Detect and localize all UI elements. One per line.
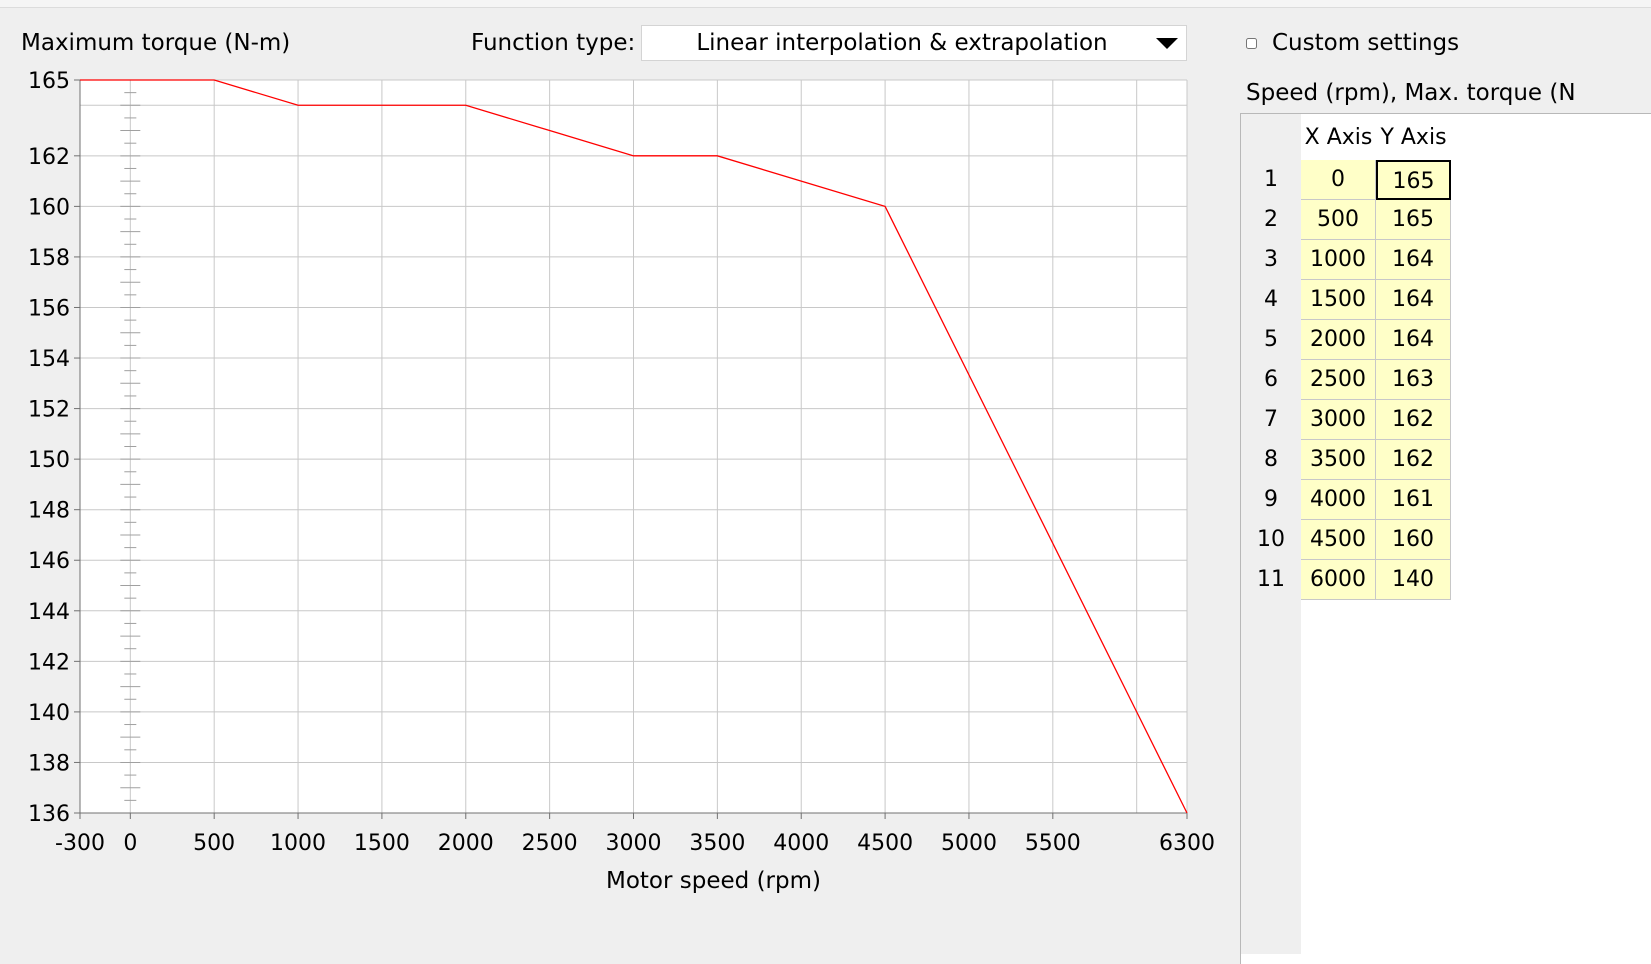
row-number: 9 [1264, 487, 1278, 512]
x-tick-label: 5000 [941, 831, 997, 856]
row-number: 3 [1264, 247, 1278, 272]
y-tick-label: 160 [28, 195, 70, 220]
y-axis-cell[interactable]: 162 [1376, 440, 1451, 480]
x-axis-title: Motor speed (rpm) [606, 868, 821, 894]
x-axis-cell[interactable]: 2500 [1301, 360, 1376, 400]
top-strip [0, 0, 1651, 8]
x-tick-label: 2500 [522, 831, 578, 856]
row-number: 4 [1264, 287, 1278, 312]
y-tick-label: 146 [28, 549, 70, 574]
custom-settings-label[interactable]: Custom settings [1272, 30, 1460, 56]
function-type-dropdown[interactable]: Linear interpolation & extrapolation [641, 25, 1187, 61]
x-axis-cell[interactable]: 1500 [1301, 280, 1376, 320]
row-number: 11 [1257, 567, 1285, 592]
y-tick-label: 144 [28, 600, 70, 625]
row-number: 8 [1264, 447, 1278, 472]
torque-curve-line [80, 79, 1188, 814]
y-axis-cell[interactable]: 164 [1376, 280, 1451, 320]
row-number: 1 [1264, 167, 1278, 192]
row-number: 10 [1257, 527, 1285, 552]
y-tick-label: 136 [28, 802, 70, 827]
y-tick-label: 156 [28, 296, 70, 321]
y-axis-cell[interactable]: 164 [1376, 240, 1451, 280]
function-type-label: Function type: [471, 30, 636, 56]
x-axis-cell[interactable]: 3000 [1301, 400, 1376, 440]
x-tick-label: 1500 [354, 831, 410, 856]
y-axis-cell[interactable]: 165 [1376, 200, 1451, 240]
x-tick-label: 0 [123, 831, 137, 856]
y-tick-label: 158 [28, 246, 70, 271]
y-axis-cell[interactable]: 140 [1376, 560, 1451, 600]
x-tick-label: 6300 [1159, 831, 1215, 856]
y-axis-cell[interactable]: 162 [1376, 400, 1451, 440]
x-tick-label: -300 [55, 831, 105, 856]
x-axis-cell[interactable]: 6000 [1301, 560, 1376, 600]
x-tick-label: 500 [193, 831, 235, 856]
x-axis-cell[interactable]: 3500 [1301, 440, 1376, 480]
y-tick-label: 148 [28, 499, 70, 524]
function-type-value: Linear interpolation & extrapolation [696, 30, 1108, 56]
x-axis-column-header[interactable]: X Axis [1304, 125, 1373, 150]
y-axis-cell[interactable]: 161 [1376, 480, 1451, 520]
y-axis-cell[interactable]: 165 [1376, 160, 1451, 200]
x-tick-label: 4500 [857, 831, 913, 856]
y-tick-label: 152 [28, 398, 70, 423]
y-tick-label: 140 [28, 701, 70, 726]
y-tick-label: 138 [28, 751, 70, 776]
x-tick-label: 5500 [1025, 831, 1081, 856]
custom-settings-checkbox[interactable] [1246, 38, 1257, 49]
y-axis-column-header[interactable]: Y Axis [1380, 125, 1447, 150]
y-tick-label: 150 [28, 448, 70, 473]
y-tick-label: 165 [28, 69, 70, 94]
x-tick-label: 4000 [773, 831, 829, 856]
y-axis-cell[interactable]: 160 [1376, 520, 1451, 560]
y-tick-label: 154 [28, 347, 70, 372]
x-axis-cell[interactable]: 2000 [1301, 320, 1376, 360]
chart-y-title: Maximum torque (N-m) [21, 30, 291, 56]
row-number: 6 [1264, 367, 1278, 392]
row-number: 2 [1264, 207, 1278, 232]
row-number: 7 [1264, 407, 1278, 432]
row-number: 5 [1264, 327, 1278, 352]
y-tick-label: 142 [28, 650, 70, 675]
x-axis-cell[interactable]: 1000 [1301, 240, 1376, 280]
x-axis-cell[interactable]: 4500 [1301, 520, 1376, 560]
dropdown-arrow-icon [1156, 38, 1178, 49]
y-tick-label: 162 [28, 145, 70, 170]
y-axis-cell[interactable]: 163 [1376, 360, 1451, 400]
x-tick-label: 1000 [270, 831, 326, 856]
row-header-column [1241, 114, 1301, 954]
table-title: Speed (rpm), Max. torque (N [1246, 80, 1576, 106]
y-axis-cell[interactable]: 164 [1376, 320, 1451, 360]
x-axis-cell[interactable]: 4000 [1301, 480, 1376, 520]
torque-chart: 136 138 140 142 144 146 148 150 152 154 156 158 160 1… [28, 69, 1215, 894]
x-tick-label: 2000 [438, 831, 494, 856]
x-tick-label: 3500 [689, 831, 745, 856]
x-tick-label: 3000 [606, 831, 662, 856]
x-axis-cell[interactable]: 500 [1301, 200, 1376, 240]
x-axis-cell[interactable]: 0 [1301, 160, 1376, 200]
